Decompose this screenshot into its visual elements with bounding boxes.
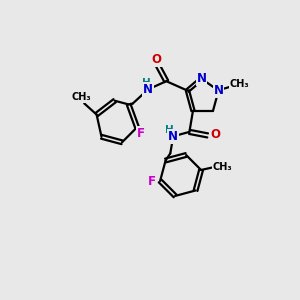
- Text: F: F: [148, 175, 156, 188]
- Text: O: O: [210, 128, 220, 141]
- Text: N: N: [214, 84, 224, 97]
- Text: CH₃: CH₃: [212, 162, 232, 172]
- Text: F: F: [136, 127, 145, 140]
- Text: O: O: [152, 53, 162, 66]
- Text: N: N: [168, 130, 178, 143]
- Text: CH₃: CH₃: [71, 92, 91, 102]
- Text: CH₃: CH₃: [229, 79, 249, 89]
- Text: H: H: [142, 78, 151, 88]
- Text: N: N: [196, 72, 206, 85]
- Text: H: H: [165, 125, 173, 135]
- Text: N: N: [143, 83, 153, 96]
